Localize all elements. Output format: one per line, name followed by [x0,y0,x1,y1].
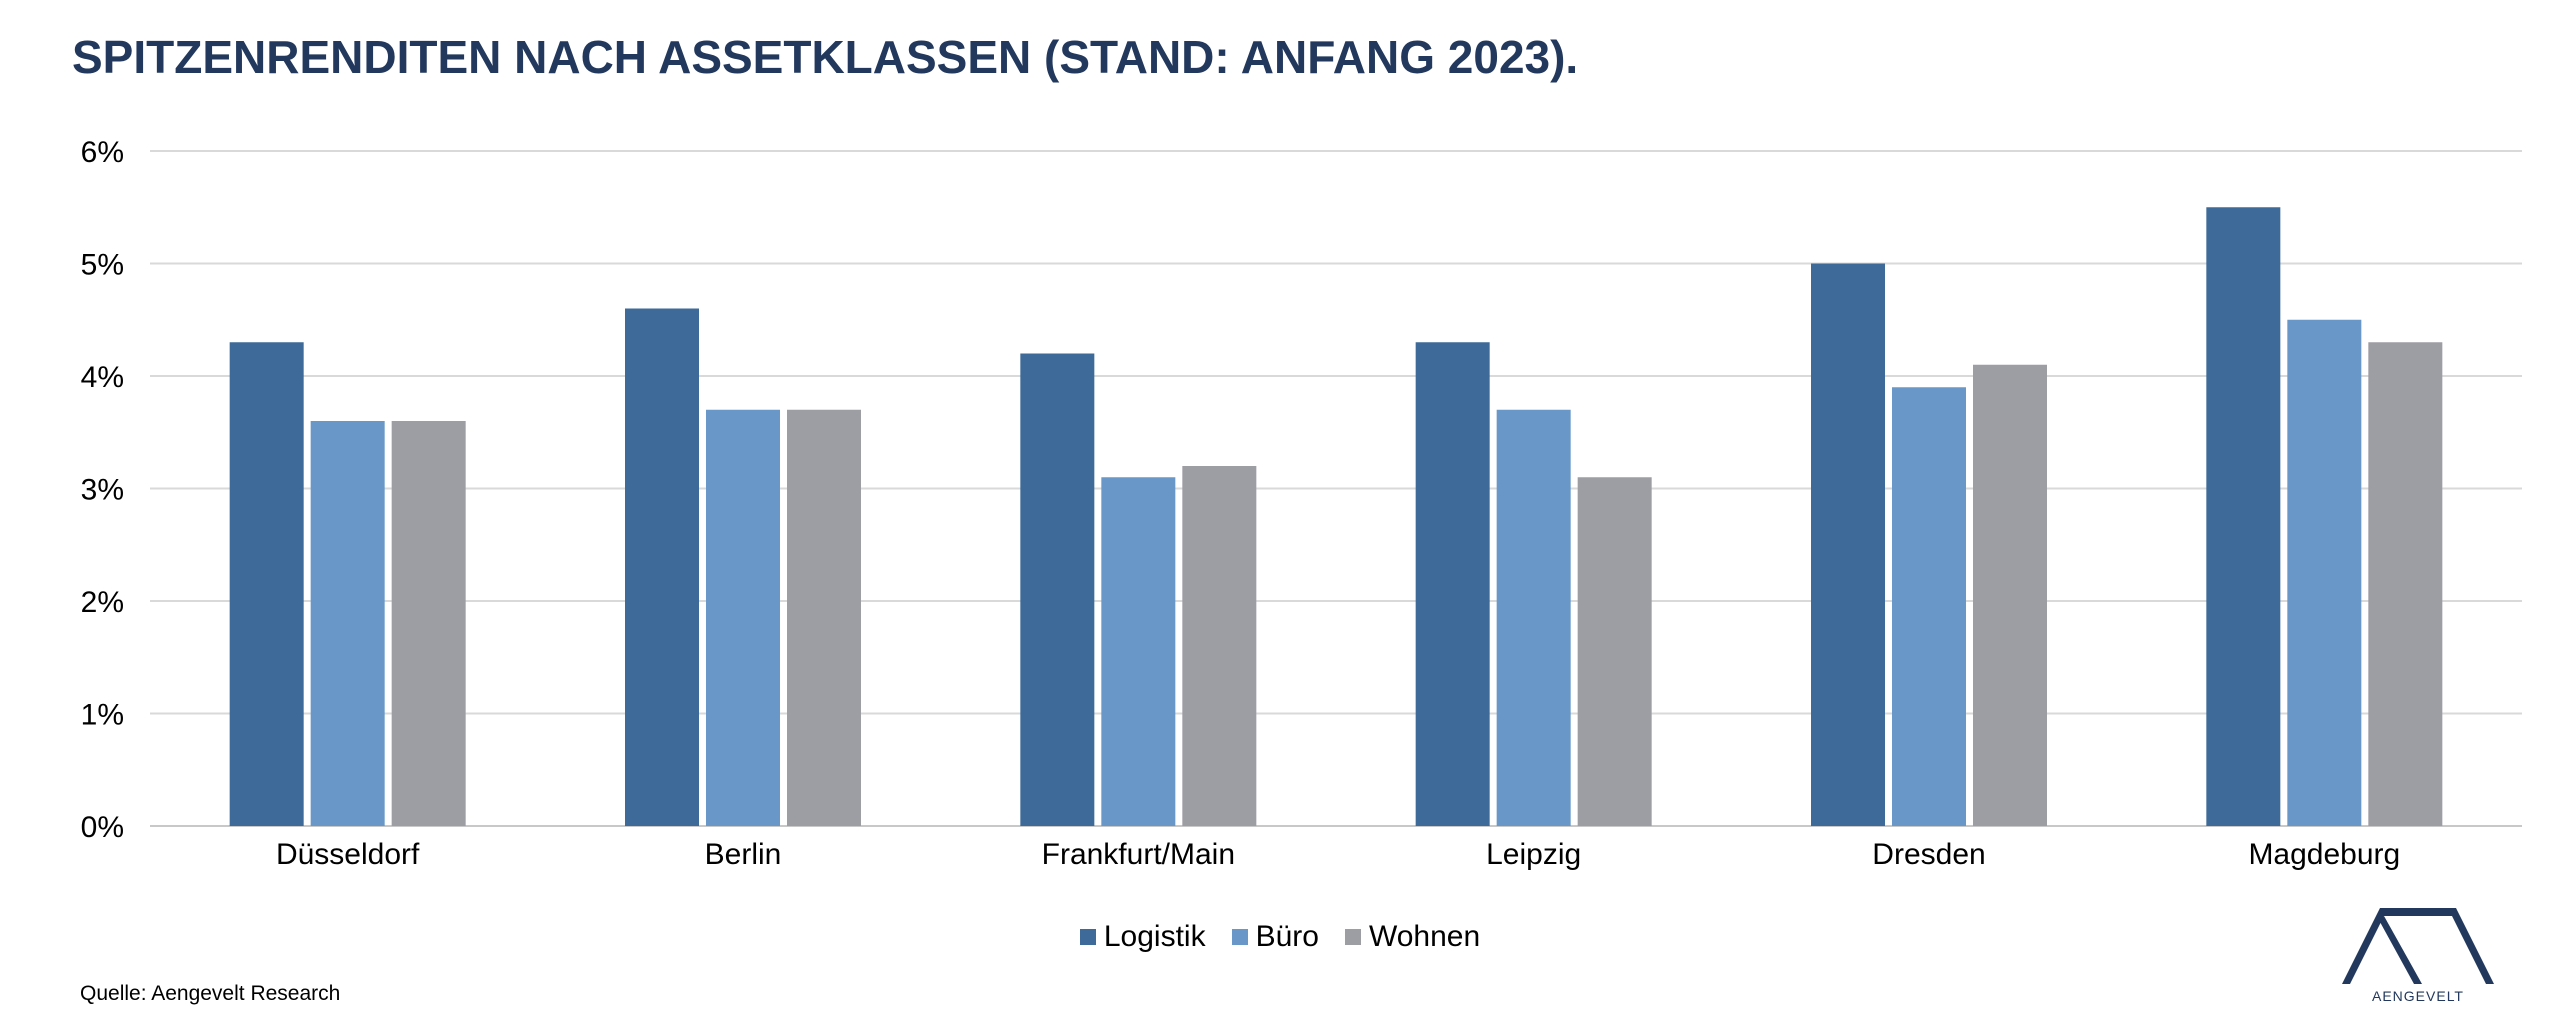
y-tick-label: 3% [81,474,124,507]
bar-logistik-frankfurt-main [1020,353,1095,826]
bar-chart: 0% 1% 2% 3% 4% 5% 6% Düsseldorf Berlin Frankfurt… [81,136,2522,871]
bar-wohnen-leipzig [1577,477,1652,826]
legend-label: Logistik [1103,920,1206,953]
legend-label: Wohnen [1368,920,1481,953]
logo-text: AENGEVELT [2372,988,2464,1004]
x-tick-label: Frankfurt/Main [1042,838,1235,871]
bar-wohnen-dresden [1973,364,2047,826]
y-tick-label: 0% [81,811,124,844]
legend-swatch [1344,929,1361,945]
bar-logistik-berlin [625,308,699,826]
bar-logistik-leipzig [1415,342,1490,826]
bar-b-ro-leipzig [1496,409,1571,826]
bar-b-ro-berlin [706,409,780,826]
x-tick-label: Magdeburg [2248,838,2400,871]
x-tick-label: Leipzig [1486,838,1581,871]
bar-wohnen-d-sseldorf [391,421,466,826]
legend: Logistik Büro Wohnen [0,920,2560,954]
bar-logistik-dresden [1811,263,1885,826]
legend-item: Wohnen [1344,920,1481,954]
legend-label: Büro [1255,920,1319,953]
bar-wohnen-frankfurt-main [1182,466,1257,826]
bar-b-ro-dresden [1892,387,1966,826]
source-note: Quelle: Aengevelt Research [80,982,341,1005]
x-tick-label: Berlin [705,838,782,871]
legend-item: Logistik [1079,920,1206,954]
aengevelt-logo [2342,908,2494,984]
legend-swatch [1231,929,1248,945]
y-axis-tick-labels: 0% 1% 2% 3% 4% 5% 6% [81,136,124,844]
bar-logistik-d-sseldorf [229,342,304,826]
page-title: SPITZENRENDITEN NACH ASSETKLASSEN (STAND… [72,31,1579,83]
y-tick-label: 2% [81,586,124,619]
y-tick-label: 5% [81,249,124,282]
x-tick-label: Dresden [1872,838,1985,871]
y-tick-label: 4% [81,361,124,394]
legend-swatch [1079,929,1096,945]
bar-b-ro-d-sseldorf [310,421,385,826]
bars [229,207,2443,826]
bar-wohnen-magdeburg [2368,342,2443,826]
bar-logistik-magdeburg [2206,207,2281,826]
y-tick-label: 6% [81,136,124,169]
bar-wohnen-berlin [787,409,861,826]
legend-item: Büro [1231,920,1319,954]
x-tick-label: Düsseldorf [276,838,420,871]
y-tick-label: 1% [81,699,124,732]
x-axis-tick-labels: Düsseldorf Berlin Frankfurt/Main Leipzig Dre… [276,838,2400,871]
bar-b-ro-magdeburg [2287,319,2362,826]
bar-b-ro-frankfurt-main [1101,477,1176,826]
gridlines [150,150,2522,827]
